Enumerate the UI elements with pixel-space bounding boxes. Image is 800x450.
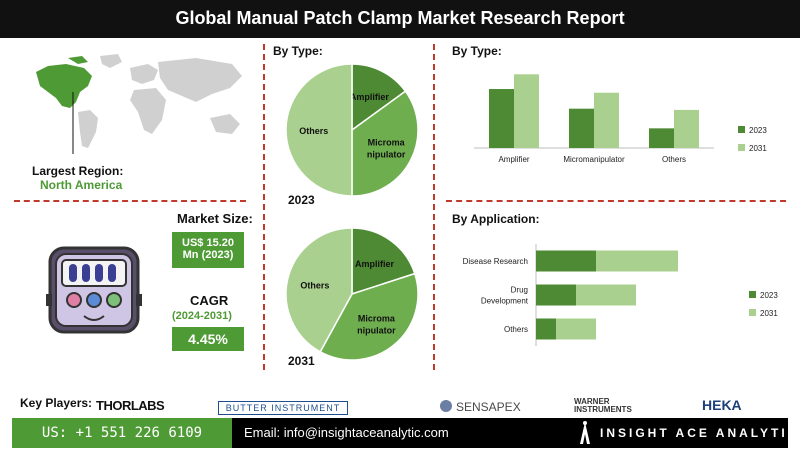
pie-label-amplifier: Amplifier [355, 259, 395, 269]
horizontal-divider-left [14, 200, 246, 202]
legend-swatch-2023 [749, 291, 756, 298]
cagr-label: CAGR [190, 293, 229, 308]
logo-sensapex: SENSAPEX [456, 400, 521, 414]
legend-swatch-2023 [738, 126, 745, 133]
page-title: Global Manual Patch Clamp Market Researc… [0, 0, 800, 38]
pie-year-2023: 2023 [288, 193, 315, 207]
bar-2023-drug-development [536, 284, 576, 306]
legend-label-2031: 2031 [749, 144, 767, 153]
bar-2031-others [556, 318, 596, 340]
bar-2023-amplifier [489, 89, 514, 148]
bar-2023-micromanipulator [569, 108, 594, 148]
pie-year-2031: 2031 [288, 354, 315, 368]
bar-2023-others [536, 318, 556, 340]
sensapex-icon [440, 400, 452, 412]
y-tick-label: Drug [511, 286, 528, 295]
pie-slice-micromanipulator [319, 272, 419, 361]
logo-thorlabs: THORLABS [96, 398, 165, 413]
pie-label-others: Others [299, 126, 328, 136]
bar-2031-others [674, 109, 699, 148]
logo-warner-instruments: WARNER INSTRUMENTS [574, 397, 632, 414]
y-tick-label: Others [504, 325, 528, 334]
bar-app-title: By Application: [452, 212, 540, 226]
market-size-label: Market Size: [177, 211, 253, 226]
pie-section-title: By Type: [273, 44, 323, 58]
contact-email[interactable]: Email: info@insightaceanalytic.com [244, 425, 449, 440]
legend-swatch-2031 [738, 144, 745, 151]
pie-label-micromanipulator: Microma [368, 137, 406, 147]
y-tick-label: Development [481, 297, 529, 306]
market-size-value-box: US$ 15.20 Mn (2023) [172, 232, 244, 268]
legend-label-2023: 2023 [760, 291, 778, 300]
logo-butter-instrument: BUTTER INSTRUMENT [218, 401, 348, 415]
cagr-period: (2024-2031) [172, 310, 232, 322]
y-tick-label: Disease Research [463, 257, 528, 266]
bar-chart-by-application: Disease Research Drug Development Others 202… [463, 244, 778, 346]
world-map [36, 54, 242, 154]
contact-brand: INSIGHT ACE ANALYTIC [600, 426, 800, 440]
pie-slice-micromanipulator [351, 90, 419, 197]
brand-logo-icon [580, 421, 590, 444]
pie-chart-2031: Amplifier Microma nipulator Others [285, 227, 419, 361]
market-size-value-line2: Mn (2023) [182, 249, 234, 261]
pie-slice-others [285, 63, 353, 197]
bar-2031-amplifier [514, 74, 539, 148]
contact-phone[interactable]: US: +1 551 226 6109 [12, 418, 232, 448]
x-tick-label: Micromanipulator [563, 155, 625, 164]
pie-label-micromanipulator: Microma [358, 313, 396, 323]
pie-label-micromanipulator: nipulator [367, 149, 406, 159]
x-tick-label: Others [662, 155, 686, 164]
legend-label-2023: 2023 [749, 126, 767, 135]
pie-chart-2023: Amplifier Microma nipulator Others [285, 63, 419, 197]
vertical-divider-right [433, 44, 435, 370]
patch-clamp-device-icon [46, 246, 142, 334]
bar-type-title: By Type: [452, 44, 502, 58]
logo-heka: HEKA [702, 397, 742, 413]
market-size-value-line1: US$ 15.20 [182, 237, 234, 249]
pie-slice-amplifier [351, 63, 407, 132]
x-tick-label: Amplifier [498, 155, 529, 164]
bar-2031-disease-research [596, 250, 678, 272]
north-america-region [36, 64, 92, 108]
largest-region-label: Largest Region: [32, 164, 124, 178]
pie-label-micromanipulator: nipulator [357, 325, 396, 335]
bar-chart-by-type: Amplifier Micromanipulator Others 2023 2031 [474, 74, 767, 164]
cagr-value-box: 4.45% [172, 327, 244, 351]
legend-swatch-2031 [749, 309, 756, 316]
bar-2023-others [649, 128, 674, 148]
bar-2031-micromanipulator [594, 92, 619, 148]
bar-2031-drug-development [576, 284, 636, 306]
horizontal-divider-right [446, 200, 786, 202]
key-players-label: Key Players: [20, 396, 93, 410]
bar-2023-disease-research [536, 250, 596, 272]
pie-label-amplifier: Amplifier [350, 92, 390, 102]
pie-slice-amplifier [351, 227, 416, 296]
pie-slice-others [285, 227, 353, 353]
legend-label-2031: 2031 [760, 309, 778, 318]
vertical-divider-left [263, 44, 265, 370]
largest-region-value: North America [40, 178, 123, 192]
pie-label-others: Others [300, 280, 329, 290]
